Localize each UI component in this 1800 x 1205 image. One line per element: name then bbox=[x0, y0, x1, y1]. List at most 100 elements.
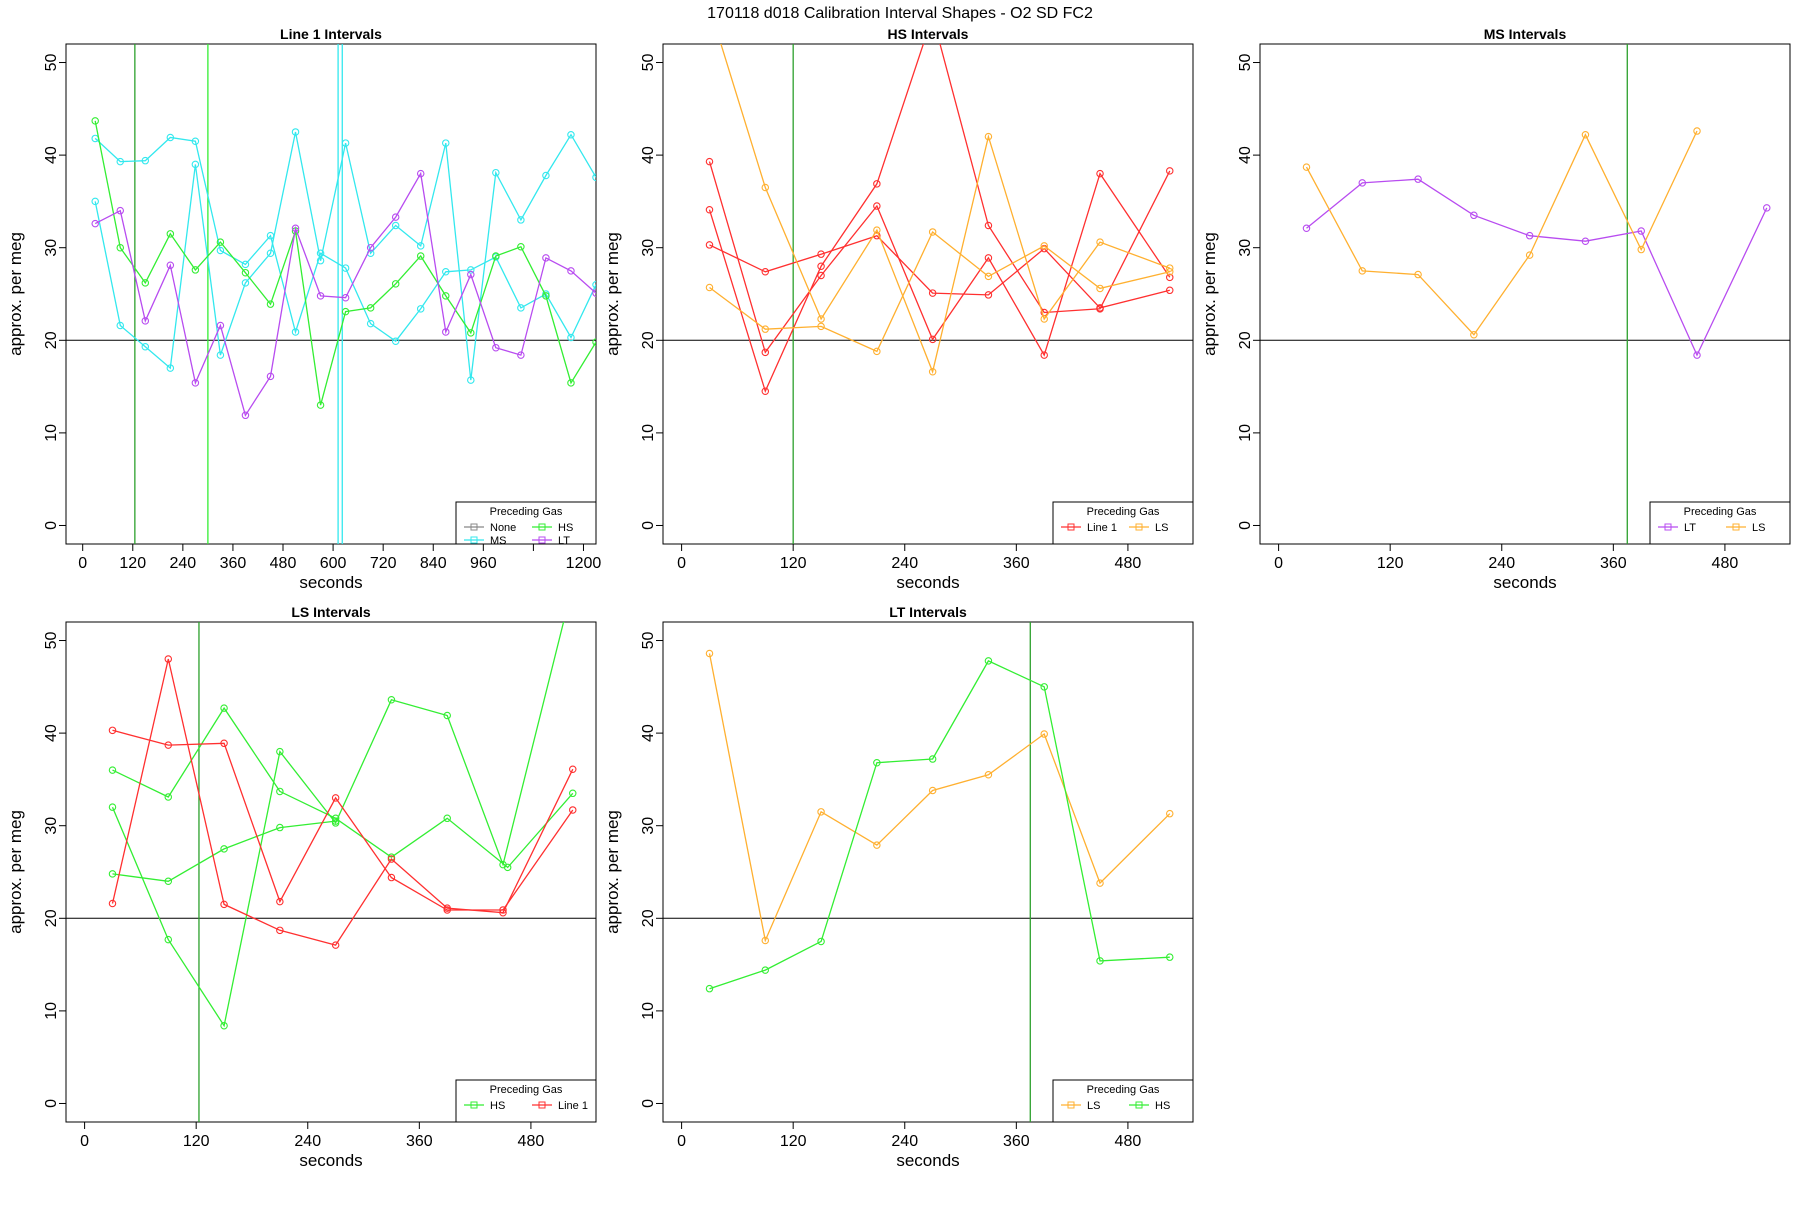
data-point bbox=[1166, 264, 1174, 272]
data-point bbox=[761, 936, 770, 945]
x-tick-label: 840 bbox=[420, 555, 447, 572]
data-point bbox=[1166, 953, 1174, 961]
data-point bbox=[387, 873, 396, 882]
data-point bbox=[164, 741, 173, 749]
data-point bbox=[164, 655, 173, 663]
y-tick-label: 40 bbox=[640, 146, 657, 164]
data-point bbox=[928, 755, 937, 763]
data-point bbox=[276, 897, 284, 906]
data-point bbox=[817, 271, 825, 280]
data-point bbox=[873, 758, 881, 767]
data-point bbox=[705, 241, 714, 249]
data-point bbox=[1637, 245, 1645, 254]
data-point bbox=[241, 268, 250, 277]
data-point bbox=[517, 304, 525, 312]
chart-panel-3: MS Intervals 0 10 20 30 40 50 0 120 240 360 480 seco… bbox=[1200, 26, 1791, 592]
data-point bbox=[91, 197, 99, 206]
data-point bbox=[108, 726, 117, 735]
data-point bbox=[331, 814, 340, 823]
data-point bbox=[366, 319, 375, 328]
data-point bbox=[166, 364, 175, 372]
x-axis-label: seconds bbox=[896, 1151, 959, 1170]
data-point bbox=[817, 937, 825, 946]
data-point bbox=[705, 157, 714, 166]
data-point bbox=[366, 304, 375, 312]
data-point bbox=[1302, 163, 1311, 171]
y-tick-label: 0 bbox=[1237, 521, 1254, 530]
data-point bbox=[592, 289, 596, 297]
y-tick-label: 30 bbox=[43, 239, 60, 257]
chart-panel-4: LS Intervals 0 10 20 30 40 50 0 120 240 360 480 seco… bbox=[6, 582, 597, 1170]
data-point bbox=[191, 266, 200, 274]
data-point bbox=[569, 806, 577, 814]
x-tick-label: 360 bbox=[1600, 555, 1627, 572]
data-point bbox=[164, 793, 173, 801]
data-point bbox=[116, 243, 125, 252]
legend-box bbox=[455, 1079, 597, 1123]
data-point bbox=[391, 221, 400, 230]
data-point bbox=[442, 328, 450, 336]
x-tick-label: 240 bbox=[891, 1133, 918, 1150]
data-point bbox=[873, 226, 881, 234]
chart-title: HS Intervals bbox=[888, 26, 969, 42]
data-point bbox=[761, 387, 770, 395]
y-tick-label: 0 bbox=[640, 1099, 657, 1108]
legend-title: Preceding Gas bbox=[1087, 506, 1160, 518]
y-tick-label: 50 bbox=[640, 632, 657, 650]
y-tick-label: 0 bbox=[43, 521, 60, 530]
legend-label: HS bbox=[490, 1100, 505, 1112]
data-point bbox=[1096, 169, 1104, 178]
data-point bbox=[1040, 315, 1048, 323]
data-point bbox=[276, 787, 284, 796]
data-point bbox=[141, 317, 150, 325]
data-point bbox=[442, 268, 450, 276]
data-point bbox=[276, 747, 284, 756]
data-point bbox=[1096, 304, 1104, 312]
y-tick-label: 20 bbox=[640, 909, 657, 927]
data-point bbox=[592, 338, 596, 346]
chart-panel-2: HS Intervals 0 10 20 30 40 50 0 120 240 360 480 seco… bbox=[603, 26, 1194, 592]
series-line-ls bbox=[708, 653, 1171, 943]
data-point bbox=[761, 268, 770, 276]
series-line-hs bbox=[112, 820, 336, 882]
data-point bbox=[108, 899, 117, 908]
y-tick-label: 40 bbox=[43, 724, 60, 742]
data-point bbox=[873, 180, 881, 188]
data-point bbox=[570, 582, 576, 588]
data-point bbox=[1096, 879, 1104, 887]
data-point bbox=[467, 376, 475, 384]
series-line-hs bbox=[111, 622, 565, 1028]
data-point bbox=[191, 379, 200, 387]
data-point bbox=[542, 292, 550, 300]
data-point bbox=[928, 368, 937, 376]
legend-label: Line 1 bbox=[558, 1100, 588, 1112]
legend-swatch-marker bbox=[1664, 523, 1672, 531]
legend-swatch-marker bbox=[470, 523, 478, 531]
legend-title: Preceding Gas bbox=[490, 506, 563, 518]
data-point bbox=[567, 379, 575, 387]
data-point bbox=[341, 293, 350, 302]
data-point bbox=[331, 794, 340, 802]
plot-area bbox=[1260, 44, 1790, 544]
data-point bbox=[503, 863, 512, 872]
legend-swatch-marker bbox=[538, 523, 546, 531]
data-point bbox=[331, 817, 340, 825]
series-line-line-1 bbox=[709, 234, 1170, 309]
y-tick-label: 40 bbox=[1237, 146, 1254, 164]
legend-label: HS bbox=[558, 522, 573, 534]
data-point bbox=[220, 704, 228, 712]
y-tick-label: 20 bbox=[1237, 331, 1254, 349]
data-point bbox=[1581, 237, 1590, 245]
data-point bbox=[569, 765, 577, 773]
x-tick-label: 240 bbox=[169, 555, 196, 572]
data-point bbox=[91, 117, 99, 125]
data-point bbox=[542, 254, 550, 262]
data-point bbox=[1040, 351, 1048, 359]
data-point bbox=[1693, 351, 1701, 359]
data-point bbox=[316, 401, 325, 409]
data-point bbox=[928, 228, 937, 236]
x-tick-label: 120 bbox=[1377, 555, 1404, 572]
data-point bbox=[316, 256, 325, 265]
legend: Preceding Gas LS HS bbox=[1052, 1079, 1194, 1123]
data-point bbox=[443, 711, 451, 720]
